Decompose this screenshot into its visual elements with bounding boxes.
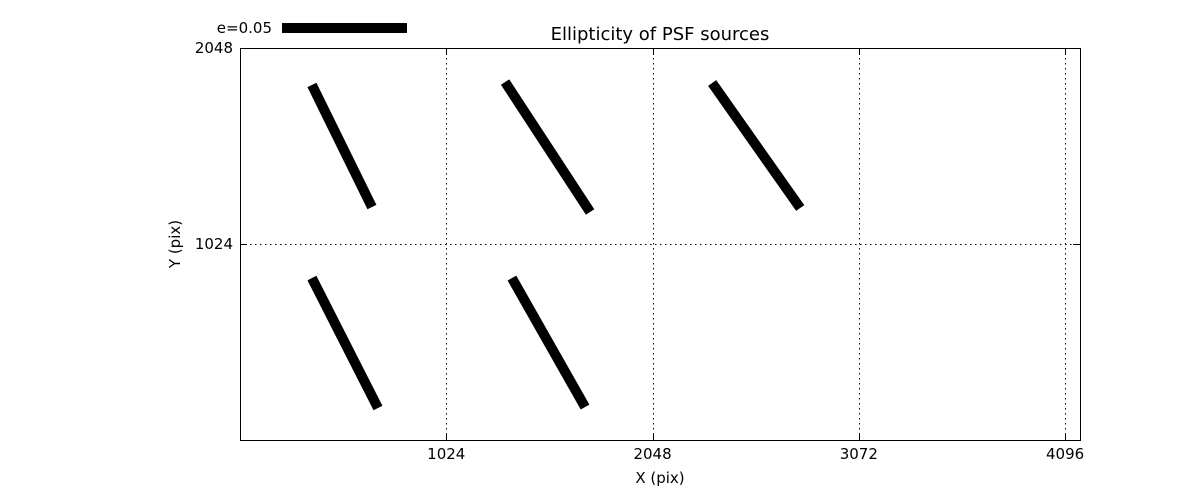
xtick-label-4096: 4096: [1046, 445, 1084, 463]
ytick-label-2048: 2048: [195, 39, 233, 57]
tick-labels: 1024 2048 3072 4096 1024 2048: [195, 39, 1084, 463]
plot-frame: [240, 48, 1081, 441]
psf-whisker-5: [507, 275, 590, 410]
psf-whisker-4: [307, 275, 383, 411]
psf-whiskers: [307, 79, 805, 411]
xtick-label-1024: 1024: [427, 445, 465, 463]
y-axis-label: Y (pix): [166, 220, 184, 269]
xtick-label-2048: 2048: [633, 445, 671, 463]
xtick-label-3072: 3072: [840, 445, 878, 463]
legend-key-bar: [282, 23, 407, 33]
psf-whisker-2: [500, 79, 595, 215]
ytick-label-1024: 1024: [195, 235, 233, 253]
psf-whisker-1: [307, 82, 377, 210]
psf-whisker-3: [708, 80, 805, 211]
x-axis-label: X (pix): [635, 469, 684, 487]
chart-title: Ellipticity of PSF sources: [551, 24, 770, 45]
legend-label: e=0.05: [217, 19, 272, 37]
